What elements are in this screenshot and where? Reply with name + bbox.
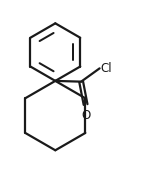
Text: Cl: Cl — [100, 62, 112, 75]
Text: O: O — [81, 109, 90, 122]
